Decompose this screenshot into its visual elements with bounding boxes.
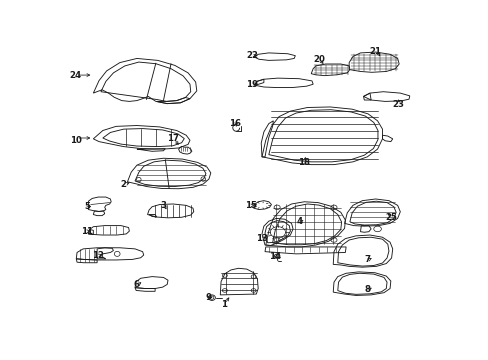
- Text: 14: 14: [268, 252, 281, 261]
- Text: 3: 3: [160, 201, 166, 210]
- Text: 12: 12: [92, 251, 104, 260]
- Text: 21: 21: [369, 47, 381, 56]
- Text: 11: 11: [81, 227, 93, 236]
- Text: 1: 1: [221, 300, 226, 309]
- Text: 8: 8: [364, 285, 369, 294]
- Text: 19: 19: [246, 80, 258, 89]
- Text: 23: 23: [391, 100, 404, 109]
- Text: 17: 17: [166, 134, 179, 143]
- Text: 10: 10: [69, 136, 81, 145]
- Text: 6: 6: [134, 280, 140, 289]
- Text: 22: 22: [246, 51, 258, 60]
- Text: 5: 5: [84, 202, 90, 211]
- Text: 9: 9: [205, 293, 211, 302]
- Text: 16: 16: [229, 119, 241, 128]
- Text: 4: 4: [296, 217, 303, 226]
- Text: 24: 24: [69, 71, 81, 80]
- Text: 13: 13: [255, 234, 267, 243]
- Text: 7: 7: [364, 256, 369, 265]
- Text: 15: 15: [244, 201, 256, 210]
- Text: 25: 25: [384, 213, 396, 222]
- Text: 18: 18: [297, 158, 309, 167]
- Text: 20: 20: [312, 55, 324, 64]
- Text: 2: 2: [121, 180, 126, 189]
